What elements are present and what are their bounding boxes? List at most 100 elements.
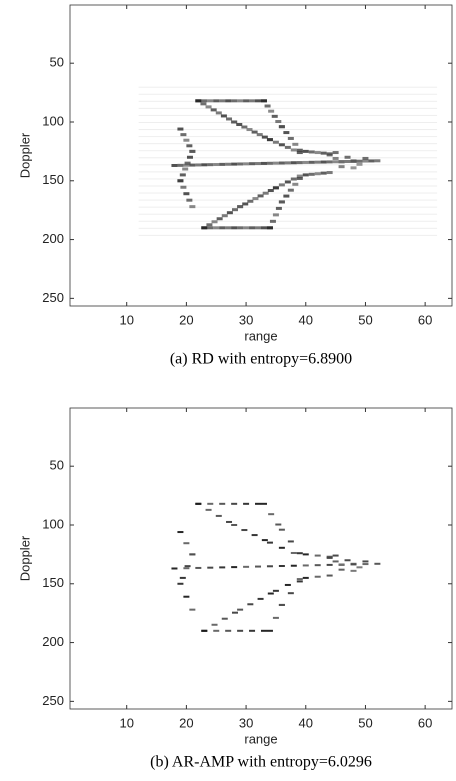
pixel [257, 597, 264, 600]
pixel [231, 208, 238, 212]
pixel [219, 566, 226, 569]
pixel [205, 508, 212, 511]
pixel [344, 159, 351, 163]
pixel [362, 159, 369, 163]
pixel [272, 616, 279, 619]
pixel [210, 108, 217, 112]
blur [138, 185, 438, 187]
pixel [338, 160, 345, 164]
pixel [249, 629, 256, 632]
pixel [237, 608, 244, 611]
y-tick-label: 100 [42, 113, 64, 128]
pixel [247, 199, 254, 203]
y-axis-label: Doppler [17, 132, 32, 178]
pixel [183, 595, 190, 598]
pixel [374, 562, 381, 565]
y-tick-label: 200 [42, 634, 64, 649]
pixel [231, 99, 238, 103]
image-content [138, 86, 438, 236]
pixel [260, 502, 267, 505]
x-tick-label: 60 [418, 715, 432, 730]
pixel [326, 555, 333, 558]
pixel [231, 162, 238, 166]
y-tick-label: 50 [50, 55, 64, 70]
blur [138, 192, 438, 194]
pixel [243, 162, 250, 166]
pixel [255, 226, 262, 230]
pixel [350, 569, 357, 572]
x-tick-label: 20 [179, 715, 193, 730]
pixel [283, 131, 290, 135]
pixel [206, 223, 213, 227]
pixel [308, 172, 315, 176]
pixel [287, 136, 294, 140]
pixel [260, 629, 267, 632]
pixel [338, 563, 345, 566]
pixel [284, 180, 291, 184]
pixel [251, 130, 258, 134]
pixel [302, 149, 309, 153]
pixel [296, 580, 303, 583]
pixel [275, 206, 282, 210]
pixel [183, 542, 190, 545]
pixel [180, 185, 187, 189]
x-tick-label: 30 [239, 715, 253, 730]
caption: (a) RD with entropy=6.8900 [170, 351, 352, 368]
pixel [216, 217, 223, 221]
pixel [302, 576, 309, 579]
pixel [195, 99, 202, 103]
x-tick-label: 50 [358, 715, 372, 730]
pixel [374, 159, 381, 163]
pixel [266, 226, 273, 230]
image-content [171, 502, 381, 632]
pixel [219, 502, 226, 505]
pixel [195, 163, 202, 167]
pixel [296, 151, 303, 155]
pixel [266, 565, 273, 568]
pixel [201, 163, 208, 167]
y-tick-label: 200 [42, 231, 64, 246]
pixel [362, 563, 369, 566]
blur [138, 129, 438, 131]
pixel [249, 162, 256, 166]
x-tick-label: 40 [299, 312, 313, 327]
caption: (b) AR-AMP with entropy=6.0296 [150, 754, 372, 771]
pixel [219, 162, 226, 166]
pixel [314, 564, 321, 567]
pixel [211, 623, 218, 626]
pixel [362, 560, 369, 563]
pixel [195, 566, 202, 569]
pixel [267, 189, 274, 193]
pixel [278, 143, 285, 147]
pixel [231, 523, 238, 526]
pixel [219, 99, 226, 103]
x-tick-label: 10 [119, 312, 133, 327]
pixel [302, 173, 309, 177]
blur [138, 136, 438, 138]
pixel [213, 629, 220, 632]
blur [138, 213, 438, 215]
pixel [292, 142, 299, 146]
pixel [260, 99, 267, 103]
blur [138, 234, 438, 236]
pixel [226, 117, 233, 121]
pixel [213, 226, 220, 230]
pixel [266, 629, 273, 632]
pixel [278, 546, 285, 549]
pixel [171, 163, 178, 167]
pixel [278, 565, 285, 568]
pixel [332, 156, 339, 160]
pixel [179, 576, 186, 579]
pixel [207, 566, 214, 569]
pixel [243, 565, 250, 568]
x-tick-label: 50 [358, 312, 372, 327]
blur [138, 100, 438, 102]
pixel [338, 568, 345, 571]
pixel [236, 123, 243, 127]
pixel [225, 99, 232, 103]
pixel [314, 172, 321, 176]
pixel [237, 629, 244, 632]
pixel [249, 226, 256, 230]
pixel [284, 145, 291, 149]
